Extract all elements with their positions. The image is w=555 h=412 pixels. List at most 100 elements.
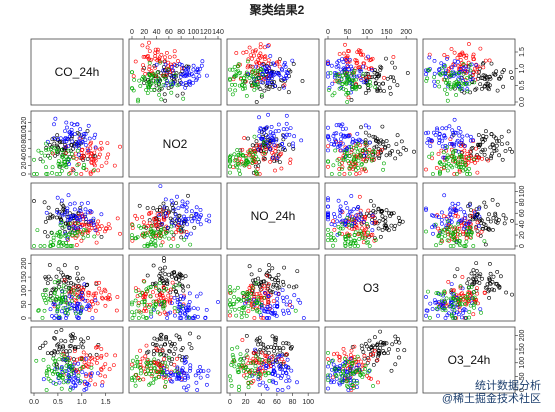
scatter-point	[337, 122, 342, 127]
scatter-point	[50, 165, 55, 170]
scatter-point	[157, 336, 162, 341]
scatter-point	[252, 149, 257, 154]
scatter-point	[130, 86, 134, 90]
scatter-point	[253, 73, 258, 78]
scatter-point	[198, 291, 203, 296]
scatter-point	[345, 63, 350, 68]
scatter-point	[74, 215, 79, 220]
scatter-point	[252, 316, 257, 320]
scatter-point	[77, 141, 82, 146]
scatter-point	[73, 335, 77, 340]
scatter-point	[55, 366, 60, 371]
scatter-point	[51, 235, 56, 240]
scatter-point	[236, 64, 241, 69]
scatter-point	[67, 349, 72, 354]
scatter-point	[362, 215, 367, 220]
scatter-point	[63, 129, 67, 134]
scatter-point	[395, 133, 400, 138]
scatter-point	[271, 61, 276, 66]
scatter-point	[253, 278, 258, 282]
scatter-point	[363, 91, 368, 95]
scatter-point	[327, 85, 332, 90]
scatter-point	[228, 284, 232, 289]
scatter-point	[457, 232, 462, 237]
scatter-point	[78, 127, 83, 132]
scatter-point	[173, 212, 178, 217]
scatter-point	[243, 301, 248, 306]
scatter-point	[339, 148, 344, 153]
scatter-point	[487, 281, 492, 286]
tick-label: 60	[21, 144, 28, 152]
scatter-point	[72, 201, 77, 206]
scatter-point	[81, 345, 85, 350]
scatter-point	[150, 281, 155, 286]
scatter-point	[274, 283, 279, 288]
scatter-point	[437, 72, 442, 76]
scatter-point	[68, 387, 73, 392]
scatter-point	[159, 344, 164, 349]
scatter-point	[370, 220, 375, 225]
scatter-point	[172, 295, 177, 300]
scatter-point	[184, 235, 189, 240]
scatter-point	[82, 282, 87, 287]
scatter-point	[460, 286, 465, 291]
scatter-point	[249, 272, 254, 277]
scatter-point	[378, 64, 383, 69]
scatter-point	[145, 361, 150, 366]
scatter-point	[169, 244, 174, 248]
scatter-point	[147, 58, 152, 63]
scatter-point	[259, 304, 264, 309]
scatter-point	[459, 155, 464, 160]
scatter-point	[99, 224, 104, 229]
scatter-point	[86, 234, 90, 239]
scatter-point	[150, 232, 154, 237]
scatter-point	[138, 310, 143, 315]
scatter-point	[274, 276, 279, 281]
scatter-point	[98, 373, 103, 378]
scatter-point	[504, 290, 509, 295]
scatter-point	[281, 145, 286, 150]
scatter-point	[235, 148, 240, 152]
scatter-point	[358, 49, 363, 53]
scatter-point	[473, 301, 478, 306]
scatter-point	[444, 225, 449, 230]
scatter-point	[424, 313, 428, 318]
scatter-point	[59, 352, 64, 357]
scatter-point	[159, 291, 164, 296]
scatter-point	[265, 81, 270, 86]
scatter-point	[358, 229, 363, 234]
scatter-point	[271, 282, 276, 287]
scatter-point	[384, 153, 389, 158]
scatter-point	[457, 53, 462, 58]
scatter-point	[471, 312, 476, 317]
scatter-point	[82, 357, 86, 362]
scatter-point	[330, 93, 335, 98]
scatter-point	[450, 201, 455, 206]
tick-label: 100	[302, 399, 314, 406]
scatter-point	[198, 207, 203, 212]
scatter-point	[85, 298, 90, 303]
scatter-point	[450, 65, 455, 70]
scatter-point	[347, 171, 352, 176]
scatter-point	[250, 49, 255, 54]
scatter-point	[261, 309, 266, 313]
scatter-point	[257, 129, 262, 134]
scatter-point	[65, 136, 70, 141]
scatter-point	[367, 133, 372, 138]
scatter-point	[163, 379, 168, 384]
scatter-point	[444, 156, 449, 161]
scatter-point	[166, 67, 170, 72]
scatter-point	[445, 168, 450, 173]
scatter-point	[463, 143, 467, 148]
scatter-point	[476, 142, 480, 147]
scatter-point	[59, 147, 64, 152]
scatter-point	[435, 128, 440, 133]
scatter-point	[443, 64, 448, 68]
scatter-point	[191, 67, 196, 72]
scatter-point	[326, 198, 330, 203]
scatter-point	[363, 148, 368, 153]
scatter-point	[451, 151, 456, 156]
scatter-point	[195, 68, 200, 73]
scatter-point	[270, 81, 274, 85]
scatter-point	[46, 147, 51, 152]
